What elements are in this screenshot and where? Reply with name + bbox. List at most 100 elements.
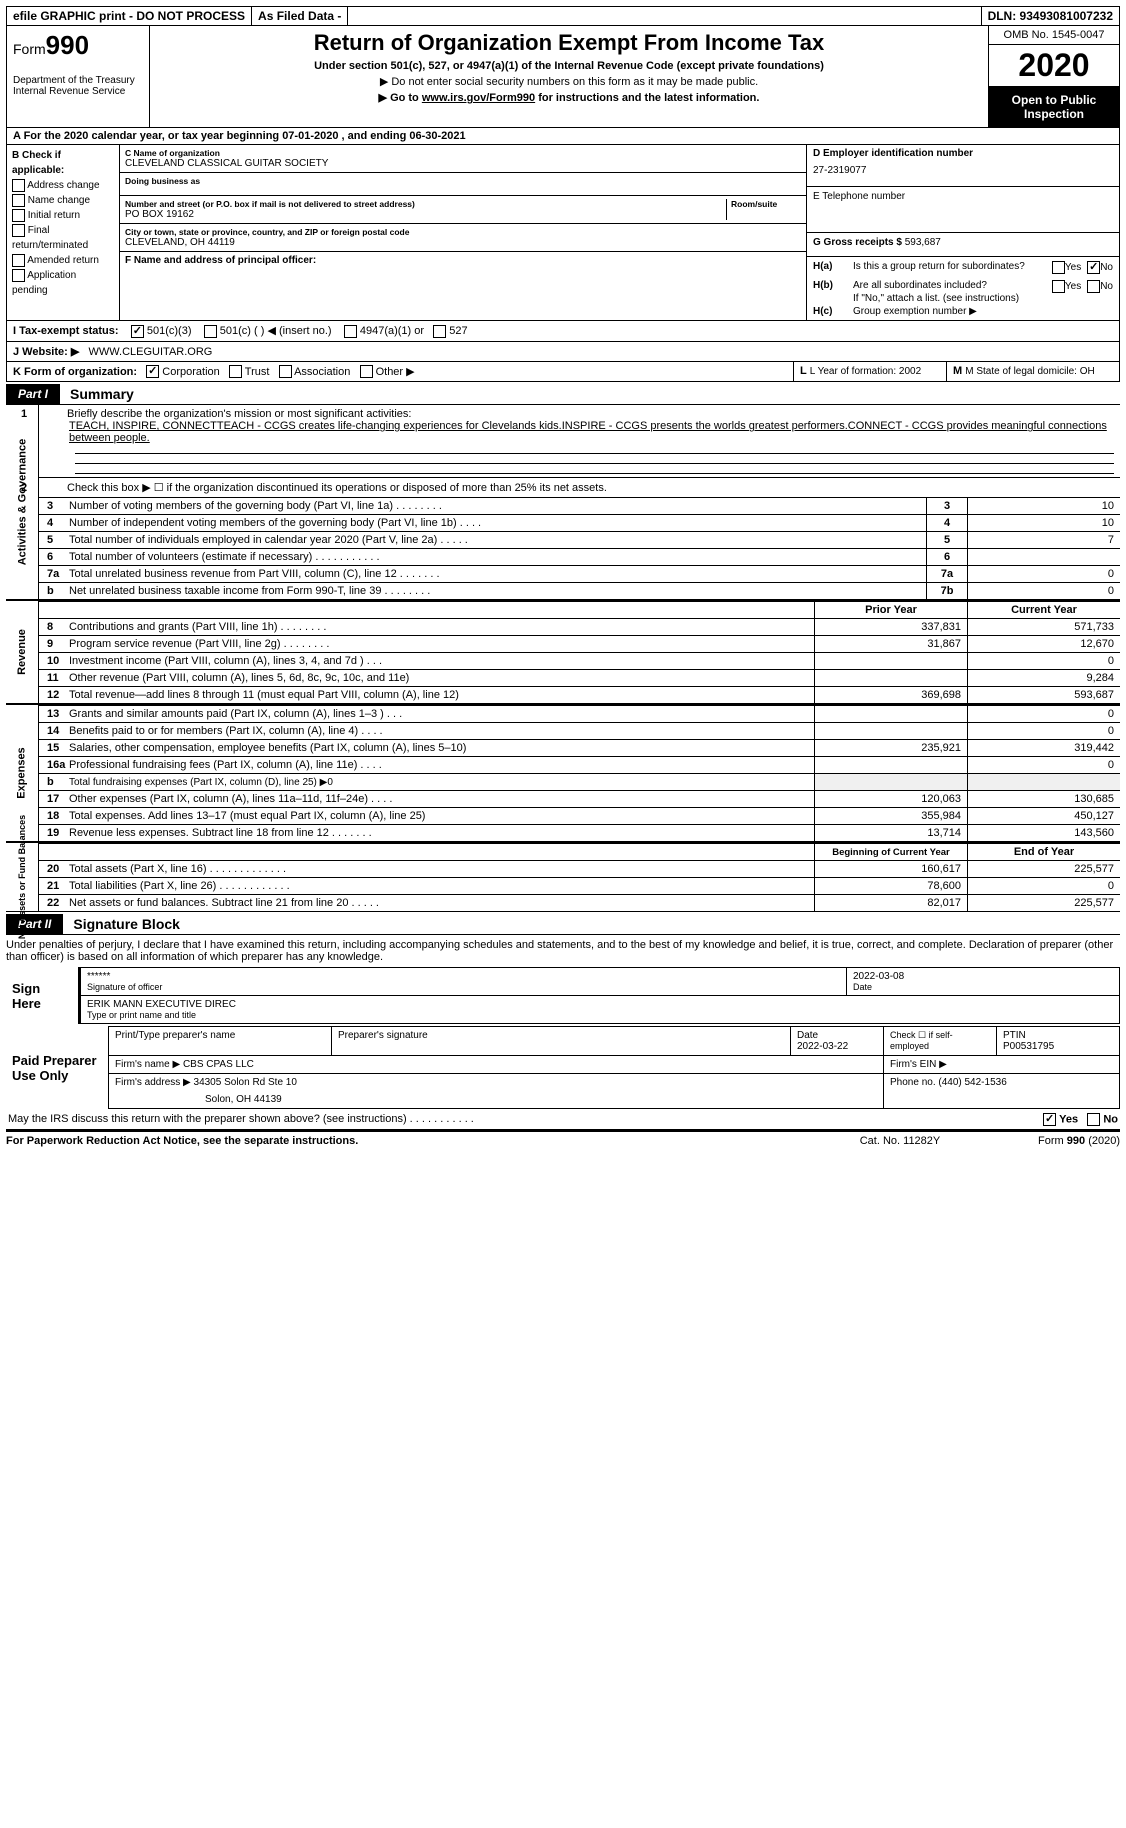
form-subtitle: Under section 501(c), 527, or 4947(a)(1)… xyxy=(158,60,980,72)
h-section: H(a) Is this a group return for subordin… xyxy=(807,256,1119,278)
summary-row: 11Other revenue (Part VIII, column (A), … xyxy=(39,670,1120,687)
chk-final[interactable]: Final return/terminated xyxy=(12,223,114,253)
hb-no[interactable]: No xyxy=(1087,280,1113,293)
chk-501c[interactable] xyxy=(204,325,217,338)
chk-501c3[interactable] xyxy=(131,325,144,338)
vlabel-activities: Activities & Governance xyxy=(16,439,28,566)
line1: 1Briefly describe the organization's mis… xyxy=(39,405,1120,477)
city-cell: City or town, state or province, country… xyxy=(120,224,806,252)
phone-section: E Telephone number xyxy=(807,186,1119,228)
year-formation: L L Year of formation: 2002 xyxy=(793,362,946,382)
summary-row: 14Benefits paid to or for members (Part … xyxy=(39,723,1120,740)
dept-label: Department of the Treasury xyxy=(13,75,143,86)
discuss-row: May the IRS discuss this return with the… xyxy=(6,1109,1120,1130)
sign-date: 2022-03-08 xyxy=(853,971,1113,982)
chk-4947[interactable] xyxy=(344,325,357,338)
irs-label: Internal Revenue Service xyxy=(13,86,143,97)
summary-row: 6Total number of volunteers (estimate if… xyxy=(39,549,1120,566)
summary-row: 18Total expenses. Add lines 13–17 (must … xyxy=(39,808,1120,825)
line2: 2Check this box ▶ ☐ if the organization … xyxy=(39,477,1120,497)
form-note2: ▶ Go to www.irs.gov/Form990 for instruct… xyxy=(158,91,980,104)
hb-yes[interactable]: Yes xyxy=(1052,280,1081,293)
summary-row: 19Revenue less expenses. Subtract line 1… xyxy=(39,825,1120,842)
chk-trust[interactable] xyxy=(229,365,242,378)
part1-header: Part I Summary xyxy=(6,384,1120,405)
paid-preparer-label: Paid Preparer Use Only xyxy=(6,1027,109,1109)
discuss-yes[interactable] xyxy=(1043,1113,1056,1126)
dln-label: DLN: 93493081007232 xyxy=(981,7,1119,25)
firm-address: Firm's address ▶ 34305 Solon Rd Ste 10 S… xyxy=(109,1074,884,1109)
vlabel-netassets: Net Assets or Fund Balances xyxy=(17,815,27,939)
firm-ein: Firm's EIN ▶ xyxy=(884,1056,1120,1074)
ha-no[interactable]: No xyxy=(1087,261,1113,274)
summary-row: 5Total number of individuals employed in… xyxy=(39,532,1120,549)
page-footer: For Paperwork Reduction Act Notice, see … xyxy=(6,1130,1120,1147)
lines-3-7: 3Number of voting members of the governi… xyxy=(39,497,1120,599)
irs-link[interactable]: www.irs.gov/Form990 xyxy=(422,92,535,104)
efile-label: efile GRAPHIC print - DO NOT PROCESS xyxy=(7,7,252,25)
firm-name: Firm's name ▶ CBS CPAS LLC xyxy=(109,1056,884,1074)
firm-phone: Phone no. (440) 542-1536 xyxy=(884,1074,1120,1109)
col-c: C Name of organization CLEVELAND CLASSIC… xyxy=(120,145,807,320)
chk-address[interactable]: Address change xyxy=(12,178,114,193)
vlabel-expenses: Expenses xyxy=(16,748,28,799)
header-mid: Return of Organization Exempt From Incom… xyxy=(150,26,988,127)
summary-row: 17Other expenses (Part IX, column (A), l… xyxy=(39,791,1120,808)
summary-row: 3Number of voting members of the governi… xyxy=(39,498,1120,515)
dba-cell: Doing business as xyxy=(120,173,806,196)
declaration-text: Under penalties of perjury, I declare th… xyxy=(6,935,1120,967)
open-inspection: Open to Public Inspection xyxy=(989,87,1119,127)
summary-row: 21Total liabilities (Part X, line 26) . … xyxy=(39,878,1120,895)
website-value: WWW.CLEGUITAR.ORG xyxy=(89,346,213,358)
summary-row: 12Total revenue—add lines 8 through 11 (… xyxy=(39,687,1120,704)
chk-other[interactable] xyxy=(360,365,373,378)
summary-row: 16aProfessional fundraising fees (Part I… xyxy=(39,757,1120,774)
summary-row: 22Net assets or fund balances. Subtract … xyxy=(39,895,1120,912)
chk-527[interactable] xyxy=(433,325,446,338)
summary-row: bTotal fundraising expenses (Part IX, co… xyxy=(39,774,1120,791)
col-b-checkboxes: B Check if applicable: Address change Na… xyxy=(7,145,120,320)
gross-receipts: G Gross receipts $ 593,687 xyxy=(807,232,1119,252)
cat-number: Cat. No. 11282Y xyxy=(820,1135,980,1147)
chk-amended[interactable]: Amended return xyxy=(12,253,114,268)
summary-row: 15Salaries, other compensation, employee… xyxy=(39,740,1120,757)
col-d: D Employer identification number 27-2319… xyxy=(807,145,1119,320)
row-a-taxyear: A For the 2020 calendar year, or tax yea… xyxy=(6,128,1120,145)
summary-row: 20Total assets (Part X, line 16) . . . .… xyxy=(39,861,1120,878)
chk-assoc[interactable] xyxy=(279,365,292,378)
chk-name[interactable]: Name change xyxy=(12,193,114,208)
chk-pending[interactable]: Application pending xyxy=(12,268,114,298)
ha-yes[interactable]: Yes xyxy=(1052,261,1081,274)
col-headers: Prior YearCurrent Year xyxy=(39,602,1120,619)
summary-row: 8Contributions and grants (Part VIII, li… xyxy=(39,619,1120,636)
addr-cell: Number and street (or P.O. box if mail i… xyxy=(120,196,806,224)
ein-label: D Employer identification number xyxy=(813,148,1113,159)
section-bcd: B Check if applicable: Address change Na… xyxy=(6,145,1120,321)
efile-topbar: efile GRAPHIC print - DO NOT PROCESS As … xyxy=(6,6,1120,26)
summary-row: 4Number of independent voting members of… xyxy=(39,515,1120,532)
sign-here-label: Sign Here xyxy=(6,968,80,1024)
summary-row: 9Program service revenue (Part VIII, lin… xyxy=(39,636,1120,653)
summary-row: bNet unrelated business taxable income f… xyxy=(39,583,1120,600)
chk-initial[interactable]: Initial return xyxy=(12,208,114,223)
omb-number: OMB No. 1545-0047 xyxy=(989,26,1119,45)
form-ref: Form 990 (2020) xyxy=(980,1135,1120,1147)
tax-year: 2020 xyxy=(989,45,1119,87)
row-j: J Website: ▶ WWW.CLEGUITAR.ORG xyxy=(6,342,1120,362)
row-i: I Tax-exempt status: 501(c)(3) 501(c) ( … xyxy=(6,321,1120,342)
asfiled-label: As Filed Data - xyxy=(252,7,348,25)
part1-netassets: Net Assets or Fund Balances Beginning of… xyxy=(6,841,1120,912)
sign-here-table: Sign Here ****** Signature of officer 20… xyxy=(6,967,1120,1024)
form-title: Return of Organization Exempt From Incom… xyxy=(158,30,980,56)
form-header: Form990 Department of the Treasury Inter… xyxy=(6,26,1120,128)
discuss-no[interactable] xyxy=(1087,1113,1100,1126)
header-right: OMB No. 1545-0047 2020 Open to Public In… xyxy=(988,26,1119,127)
officer-cell: F Name and address of principal officer: xyxy=(120,252,806,304)
form-number: Form990 xyxy=(13,30,143,61)
street-address: PO BOX 19162 xyxy=(125,209,722,220)
chk-corp[interactable] xyxy=(146,365,159,378)
org-name-cell: C Name of organization CLEVELAND CLASSIC… xyxy=(120,145,806,173)
part2-header: Part II Signature Block xyxy=(6,914,1120,935)
officer-name: ERIK MANN EXECUTIVE DIREC xyxy=(87,999,1113,1010)
state-domicile: M M State of legal domicile: OH xyxy=(946,362,1119,382)
